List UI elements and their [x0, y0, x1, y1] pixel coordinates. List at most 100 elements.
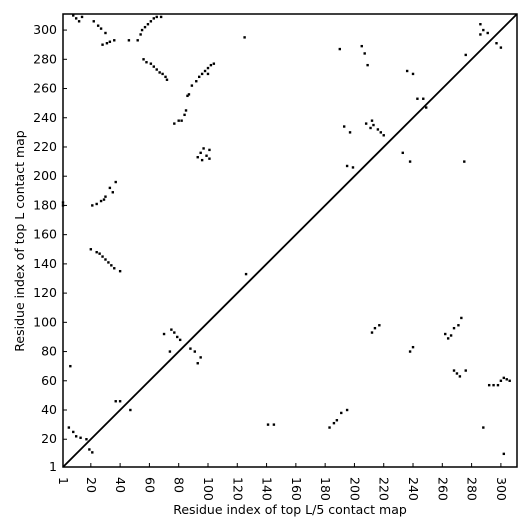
contact-point [378, 324, 381, 327]
contact-point [74, 17, 78, 20]
contact-point [411, 345, 415, 349]
contact-point [208, 157, 211, 160]
contact-point [105, 42, 109, 45]
contact-point [455, 372, 459, 375]
contact-point [499, 379, 503, 382]
contact-point [335, 419, 339, 422]
contact-point [502, 452, 506, 456]
contact-point [373, 326, 377, 330]
contact-point [186, 94, 189, 98]
contact-point [405, 69, 409, 73]
contact-point [164, 75, 167, 79]
y-tick-label: 120 [33, 285, 57, 300]
contact-point [243, 36, 246, 39]
contact-point [272, 423, 276, 426]
contact-point [61, 204, 65, 207]
contact-point [382, 134, 385, 137]
contact-point [379, 131, 382, 134]
contact-point [212, 62, 216, 65]
contact-point [196, 362, 199, 365]
contact-point [208, 148, 211, 152]
contact-point [114, 180, 117, 184]
x-tick-label: 180 [318, 477, 333, 501]
contact-point [159, 15, 163, 19]
y-tick-label: 100 [33, 314, 57, 329]
contact-point [502, 376, 506, 380]
contact-point [152, 65, 155, 68]
x-tick-label: 1 [56, 477, 71, 485]
contact-point [266, 423, 270, 426]
contact-point [203, 69, 207, 73]
x-tick-label: 80 [172, 477, 187, 493]
contact-point [170, 328, 173, 331]
contact-point [176, 335, 179, 339]
contact-point [370, 119, 374, 122]
contact-point [127, 39, 131, 42]
contact-point [187, 93, 191, 96]
x-tick-label: 120 [230, 477, 245, 501]
x-tick-label: 240 [406, 477, 421, 501]
contact-point [104, 31, 107, 35]
contact-point [411, 72, 415, 76]
contact-point [168, 350, 172, 353]
y-tick-label: 140 [33, 256, 57, 271]
contact-point [104, 195, 107, 198]
contact-point [199, 356, 202, 359]
contact-point [99, 199, 103, 203]
x-tick-label: 60 [142, 477, 157, 493]
contact-point [364, 122, 368, 125]
contact-point [449, 334, 453, 337]
contact-point [162, 332, 166, 336]
contact-point [199, 151, 202, 155]
x-tick-label: 300 [494, 477, 509, 501]
contact-point [338, 47, 341, 51]
x-axis-label: Residue index of top L/5 contact map [173, 502, 407, 517]
contact-point [129, 408, 132, 412]
plot-frame [62, 13, 518, 468]
contact-point [408, 160, 412, 163]
contact-point [444, 332, 447, 336]
contact-point [80, 15, 84, 19]
contact-point [492, 383, 495, 387]
contact-point [464, 369, 467, 372]
contact-point [376, 128, 380, 131]
contact-point [370, 331, 374, 334]
contact-point [195, 80, 198, 83]
contact-point [89, 248, 93, 251]
x-tick-label: 100 [201, 477, 216, 501]
contact-point [158, 71, 161, 74]
contact-point [118, 400, 122, 403]
contact-point [328, 426, 331, 429]
x-tick-label: 20 [84, 477, 99, 493]
contact-point [200, 158, 204, 162]
y-tick-label: 280 [33, 51, 57, 66]
contact-point [67, 426, 71, 429]
contact-point [401, 151, 404, 155]
contact-point [111, 191, 114, 194]
contact-point [416, 97, 419, 100]
contact-point [425, 106, 428, 109]
contact-point [200, 72, 204, 76]
contact-point [99, 27, 103, 30]
contact-point [101, 255, 104, 258]
contact-point [114, 400, 117, 403]
contact-point [198, 75, 201, 79]
contact-point [91, 451, 94, 454]
contact-point [69, 364, 72, 368]
contact-point [206, 66, 210, 70]
x-tick-label: 200 [347, 477, 362, 501]
contact-point [118, 269, 122, 273]
contact-point [452, 369, 456, 372]
contact-point [95, 202, 98, 206]
contact-point [113, 39, 116, 42]
contact-point [183, 113, 186, 117]
contact-point [88, 448, 91, 451]
contact-point [348, 131, 352, 134]
contact-point [161, 72, 164, 76]
y-tick-label: 200 [33, 168, 57, 183]
contact-point [77, 20, 81, 23]
y-tick-label: 220 [33, 139, 57, 154]
y-tick-label: 300 [33, 22, 57, 37]
contact-point [408, 350, 412, 353]
